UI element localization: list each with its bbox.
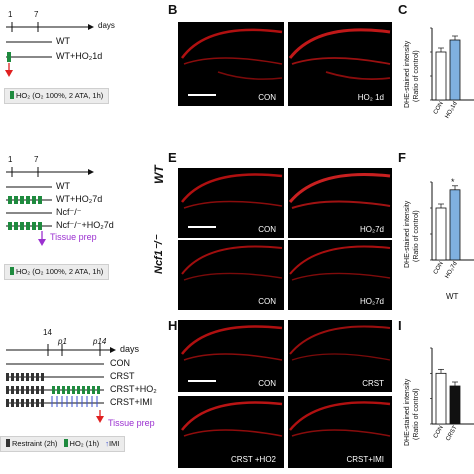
- hippocampus-image: [289, 401, 391, 437]
- restraint-swatch-icon: [6, 439, 10, 447]
- green-swatch-icon: [63, 439, 68, 447]
- micrograph: CON: [178, 22, 284, 106]
- green-swatch-icon: [10, 267, 14, 275]
- y-axis-label: DHE-stained intensity: [404, 200, 411, 268]
- image-caption: CRST +HO2: [231, 455, 276, 464]
- timeline-unit: days: [120, 344, 140, 354]
- up-arrow-icon: ↑: [105, 439, 109, 448]
- group-label: WT: [56, 181, 70, 191]
- bar-chart: CON HO₂7d: [430, 181, 474, 280]
- hippocampus-image: [181, 245, 283, 281]
- image-caption: CON: [258, 297, 276, 306]
- timeline-tick: p1: [58, 337, 67, 346]
- hippocampus-image: [288, 28, 391, 81]
- hippocampus-image: [181, 325, 283, 361]
- image-caption: CON: [258, 379, 276, 388]
- hippocampus-image: [289, 325, 391, 361]
- x-tick-label: HO₂1d: [445, 101, 459, 120]
- group-label: Ncf⁻/⁻+HO₂7d: [56, 220, 114, 230]
- significance-mark: *: [451, 177, 455, 187]
- group-label: CRST+IMI: [110, 397, 153, 407]
- timeline-tick: 14: [43, 328, 52, 337]
- timeline-tick: 7: [34, 155, 39, 164]
- panel-label-f: F: [398, 150, 406, 165]
- row-label: WT: [152, 165, 166, 184]
- hippocampus-image: [181, 173, 283, 209]
- image-caption: CON: [258, 93, 276, 102]
- image-caption: HO₂7d: [359, 225, 384, 234]
- x-tick-label: CRST: [445, 425, 459, 442]
- micrograph: CON: [178, 320, 284, 392]
- bar-chart: CON CRST: [430, 347, 474, 442]
- timeline-row2: [6, 167, 94, 246]
- timeline-unit: days: [98, 21, 115, 30]
- image-caption: CRST+IMI: [346, 455, 384, 464]
- scale-bar: [188, 94, 216, 96]
- group-label: WT: [56, 36, 70, 46]
- hippocampus-image: [181, 401, 283, 437]
- panel-label-b: B: [168, 2, 178, 17]
- timeline-tick: 1: [8, 10, 13, 19]
- micrograph: CRST +HO2: [178, 396, 284, 468]
- micrograph: CON: [178, 240, 284, 310]
- legend-box: HO₂ (O₂ 100%, 2 ATA, 1h): [4, 88, 110, 104]
- micrograph: HO₂7d: [288, 168, 392, 238]
- image-caption: HO₂7d: [359, 297, 384, 306]
- group-label: WT+HO₂1d: [56, 51, 103, 61]
- bar: [435, 372, 447, 425]
- green-swatch-icon: [10, 91, 14, 99]
- bar-chart: CON HO₂1d: [430, 27, 474, 120]
- x-tick-label: CON: [433, 425, 445, 440]
- micrograph: CRST: [288, 320, 392, 392]
- panel-label-i: I: [398, 318, 402, 333]
- x-tick-label: CON: [433, 101, 445, 116]
- timeline-row3: [6, 344, 116, 423]
- bar: [435, 51, 447, 101]
- scale-bar: [188, 226, 216, 228]
- image-caption: CON: [258, 225, 276, 234]
- group-label: CRST: [110, 371, 135, 381]
- panel-label-c: C: [398, 2, 408, 17]
- group-label: Ncf⁻/⁻: [56, 207, 82, 217]
- hippocampus-image: [180, 28, 283, 80]
- y-axis-label: (Ratio of control): [413, 210, 420, 262]
- panel-label-h: H: [168, 318, 178, 333]
- hippocampus-image: [289, 245, 391, 281]
- y-axis-label: (Ratio of control): [413, 50, 420, 102]
- group-label: CRST+HO₂: [110, 384, 157, 394]
- micrograph: CRST+IMI: [288, 396, 392, 468]
- image-caption: HO₂ 1d: [357, 93, 384, 102]
- legend-box: HO₂ (O₂ 100%, 2 ATA, 1h): [4, 264, 110, 280]
- hippocampus-image: [288, 172, 391, 209]
- micrograph: CON: [178, 168, 284, 238]
- tissue-prep-label: Tissue prep: [108, 418, 155, 428]
- bar: [449, 39, 461, 101]
- bar: [435, 207, 447, 261]
- micrograph: HO₂ 1d: [288, 22, 392, 106]
- group-label: CON: [110, 358, 130, 368]
- timeline-tick: p14: [93, 337, 107, 346]
- chart-footer: WT: [446, 292, 459, 301]
- y-axis-label: (Ratio of control): [413, 388, 420, 440]
- tissue-prep-label: Tissue prep: [50, 232, 97, 242]
- timeline-tick: 7: [34, 10, 39, 19]
- timeline-tick: 1: [8, 155, 13, 164]
- micrograph: HO₂7d: [288, 240, 392, 310]
- timeline-row1: [5, 22, 94, 77]
- image-caption: CRST: [362, 379, 384, 388]
- row-label: Ncf1⁻/⁻: [153, 235, 165, 274]
- group-label: WT+HO₂7d: [56, 194, 103, 204]
- x-tick-label: HO₂7d: [445, 261, 459, 280]
- bar: [449, 385, 461, 425]
- y-axis-label: DHE-stained intensity: [404, 378, 411, 446]
- x-tick-label: CON: [433, 261, 445, 276]
- y-axis-label: DHE-stained intensity: [404, 40, 411, 108]
- panel-label-e: E: [168, 150, 177, 165]
- bar: [449, 189, 461, 261]
- legend-box: Restraint (2h) HO₂ (1h) ↑IMI: [0, 436, 126, 452]
- scale-bar: [188, 380, 216, 382]
